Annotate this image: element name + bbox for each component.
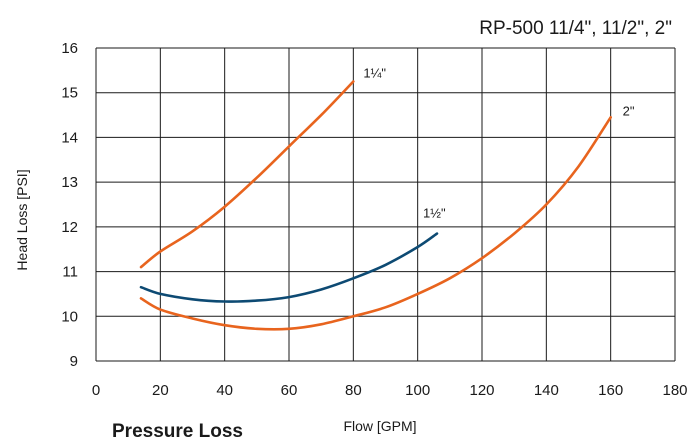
y-tick-label: 10 bbox=[61, 308, 78, 325]
series-labels: 1¼" 1½" 2" bbox=[363, 66, 635, 221]
x-tick-label: 80 bbox=[345, 382, 362, 399]
y-tick-label: 14 bbox=[61, 129, 78, 146]
y-tick-label: 11 bbox=[62, 264, 78, 281]
x-tick-label: 0 bbox=[92, 382, 100, 399]
x-tick-label: 160 bbox=[598, 382, 623, 399]
series-label: 1½" bbox=[423, 206, 446, 221]
series-line bbox=[139, 232, 439, 303]
series-lines bbox=[139, 80, 612, 331]
x-tick-label: 100 bbox=[405, 382, 430, 399]
x-tick-label: 120 bbox=[469, 382, 494, 399]
series-line bbox=[139, 80, 355, 269]
y-axis-title: Head Loss [PSI] bbox=[14, 169, 30, 270]
x-tick-label: 40 bbox=[216, 382, 233, 399]
x-tick-label: 60 bbox=[281, 382, 298, 399]
chart-title: RP-500 11/4", 11/2", 2" bbox=[479, 18, 672, 39]
chart-caption: Pressure Loss bbox=[112, 421, 243, 439]
x-tick-label: 20 bbox=[152, 382, 169, 399]
series-line bbox=[139, 116, 612, 331]
y-tick-label: 13 bbox=[61, 174, 78, 191]
grid bbox=[95, 47, 676, 362]
x-tick-label: 180 bbox=[662, 382, 687, 399]
series-label: 2" bbox=[623, 103, 635, 118]
y-tick-label: 9 bbox=[70, 353, 78, 370]
y-tick-label: 16 bbox=[61, 40, 78, 57]
y-tick-label: 15 bbox=[61, 85, 78, 102]
x-tick-label: 140 bbox=[534, 382, 559, 399]
y-tick-label: 12 bbox=[61, 219, 78, 236]
x-axis-title: Flow [GPM] bbox=[343, 418, 416, 434]
series-label: 1¼" bbox=[363, 66, 386, 81]
tick-labels: 0 20 40 60 80 100 120 140 160 180 9 10 11 12 13 14 15 16 bbox=[61, 40, 687, 399]
